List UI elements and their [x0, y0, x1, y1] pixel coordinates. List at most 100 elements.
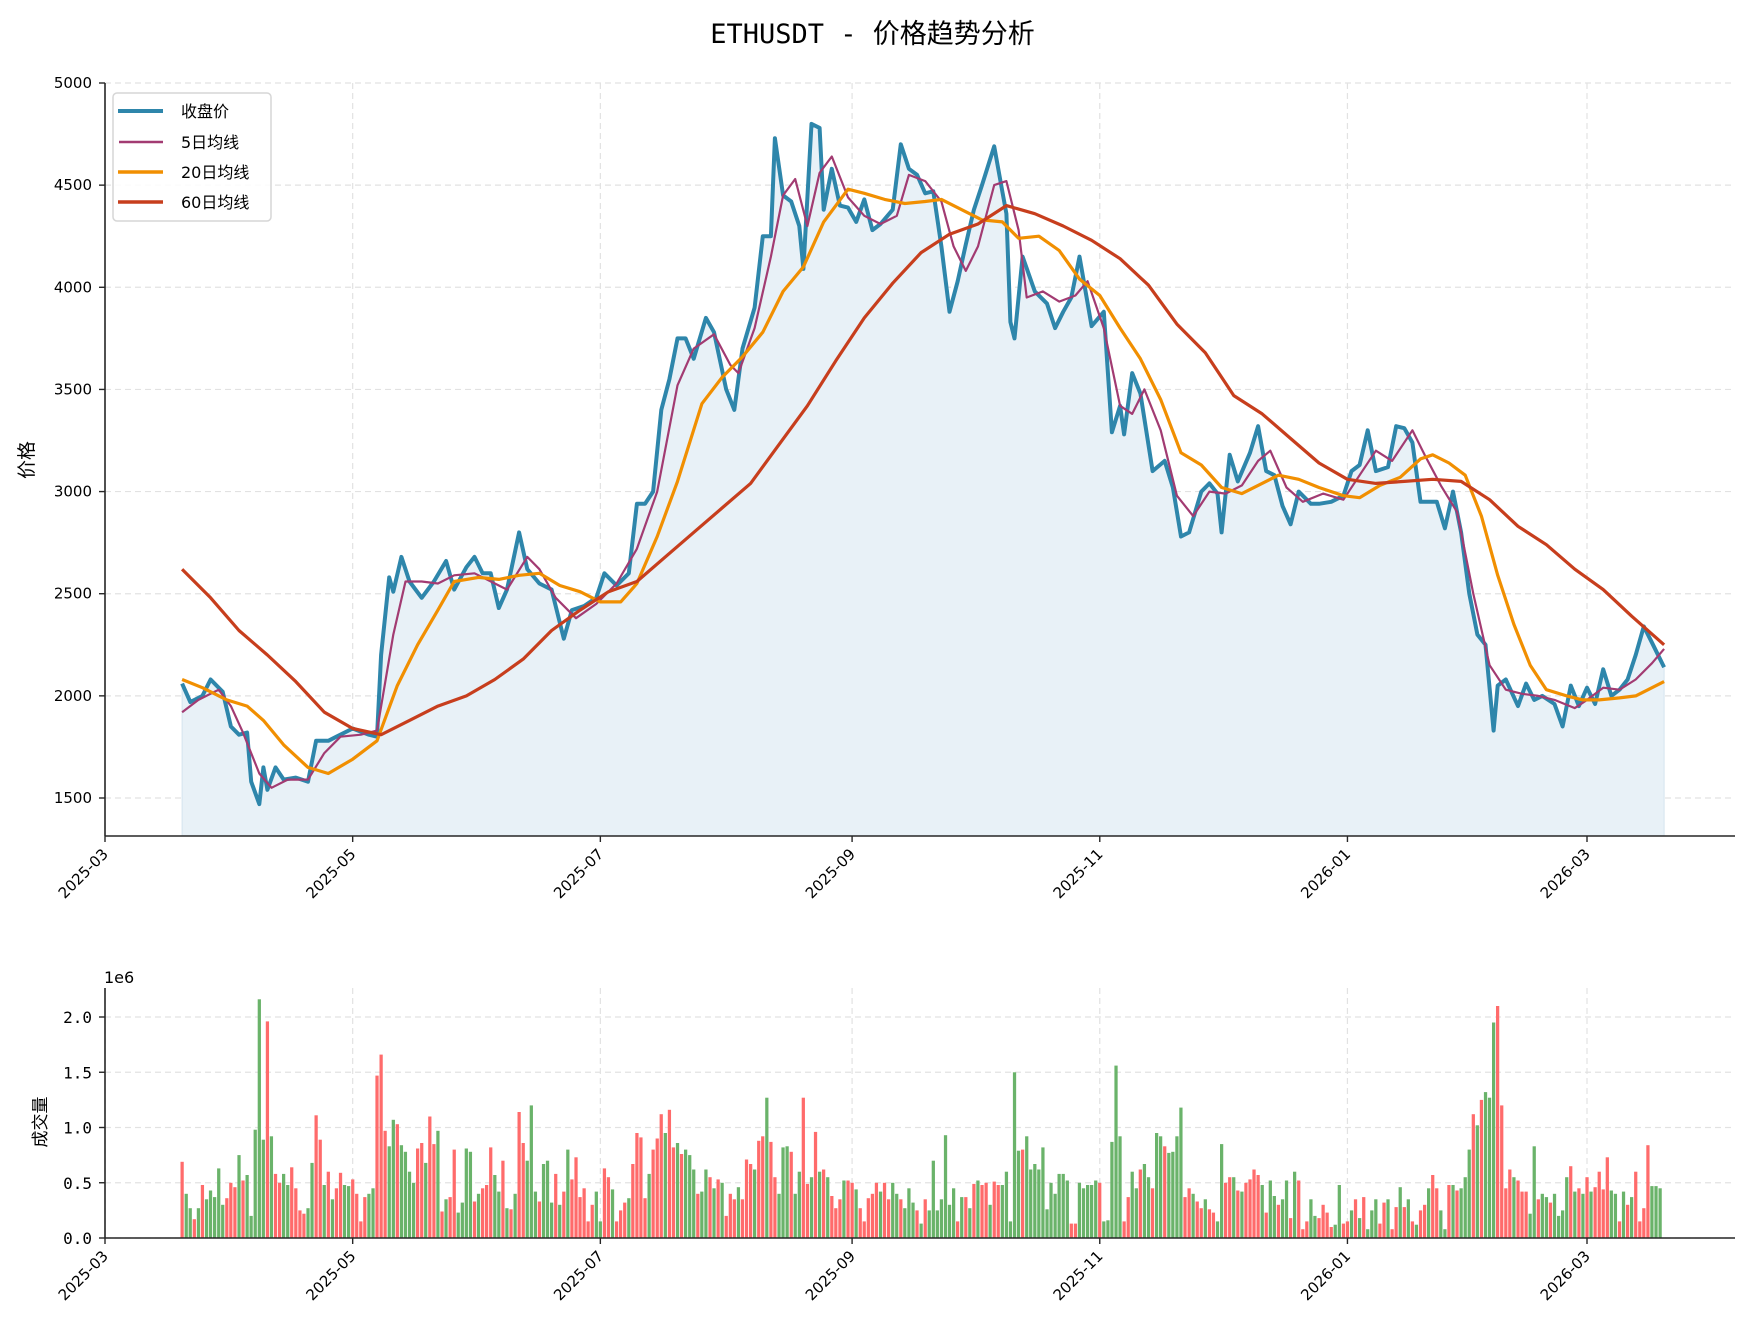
price-panel: 1500 2000 2500 3000 3500 4000 4500 5000 2025-03 2…: [16, 74, 1735, 902]
volume-bar: [1329, 1227, 1333, 1239]
volume-bar: [1073, 1223, 1078, 1238]
ma20-line: [181, 187, 1665, 776]
volume-bar: [684, 1149, 688, 1238]
volume-bar: [1305, 1221, 1309, 1238]
y-tick-label: 0.0: [63, 1229, 92, 1248]
volume-bar: [582, 1188, 586, 1238]
volume-bar: [428, 1116, 432, 1239]
volume-bar: [1609, 1190, 1613, 1238]
chart-title: ETHUSDT - 价格趋势分析: [710, 19, 1035, 50]
x-tick-label: 2025-11: [1050, 845, 1107, 902]
volume-bar: [1171, 1151, 1175, 1238]
volume-bar: [213, 1197, 217, 1238]
volume-bar: [204, 1199, 209, 1238]
volume-bar: [1427, 1188, 1431, 1238]
volume-bar: [1390, 1229, 1394, 1238]
volume-bar: [326, 1171, 330, 1238]
volume-bar: [529, 1105, 533, 1238]
volume-bar: [278, 1182, 282, 1239]
volume-bar: [338, 1172, 343, 1238]
volume-bar: [1195, 1201, 1199, 1238]
ma5-line: [181, 155, 1665, 789]
legend: 收盘价 5日均线 20日均线 60日均线: [112, 92, 272, 222]
volume-bar: [615, 1221, 619, 1238]
volume-bar: [1467, 1149, 1471, 1238]
volume-bar: [1256, 1175, 1260, 1238]
volume-bar: [667, 1109, 672, 1238]
volume-bar: [1492, 1022, 1496, 1238]
volume-bar: [1065, 1180, 1069, 1238]
volume-bar: [1512, 1177, 1516, 1238]
volume-bar: [464, 1148, 468, 1238]
volume-bar: [923, 1199, 927, 1238]
volume-bar: [1122, 1221, 1126, 1238]
volume-bar: [1309, 1199, 1313, 1238]
volume-bar: [188, 1208, 192, 1238]
x-tick-label: 2025-05: [302, 1247, 359, 1304]
volume-bar: [1150, 1188, 1155, 1238]
volume-bar: [1589, 1191, 1593, 1238]
volume-bar: [493, 1175, 497, 1238]
volume-bar: [1524, 1191, 1528, 1238]
volume-bar: [367, 1193, 371, 1238]
volume-bar: [521, 1143, 525, 1238]
volume-bar: [1504, 1188, 1508, 1238]
volume-bar: [1544, 1197, 1549, 1238]
volume-bar: [1605, 1157, 1609, 1238]
volume-bar: [1552, 1193, 1557, 1238]
volume-bar: [728, 1193, 732, 1238]
x-tick-label: 2025-03: [55, 1247, 112, 1304]
volume-bar: [1459, 1188, 1463, 1238]
volume-bar: [643, 1198, 647, 1238]
volume-bar: [1333, 1224, 1337, 1238]
legend-ma5-label: 5日均线: [181, 133, 239, 152]
volume-bar: [261, 1139, 265, 1238]
volume-bar: [753, 1169, 757, 1238]
volume-bar: [1349, 1210, 1354, 1238]
volume-bar: [1037, 1169, 1041, 1238]
volume-bar: [1012, 1072, 1017, 1239]
volume-bar: [1532, 1146, 1536, 1238]
volume-bar: [704, 1169, 708, 1238]
volume-bar: [878, 1191, 883, 1238]
volume-bar: [696, 1193, 700, 1238]
volume-bar: [1386, 1199, 1390, 1238]
volume-bar: [558, 1204, 562, 1238]
volume-bar: [1293, 1171, 1297, 1238]
volume-bar: [1175, 1136, 1179, 1238]
volume-bar: [1000, 1185, 1004, 1238]
volume-bar: [578, 1197, 582, 1238]
x-tick-label: 2025-09: [802, 845, 859, 902]
y-tick-label: 5000: [54, 74, 92, 92]
ma60-line: [180, 204, 1666, 737]
volume-bar: [505, 1208, 509, 1238]
x-tick-label: 2025-07: [550, 1247, 607, 1304]
volume-bar: [1102, 1221, 1106, 1238]
volume-bar: [1187, 1188, 1191, 1238]
volume-bar: [1191, 1193, 1195, 1238]
volume-bar: [874, 1182, 879, 1239]
volume-bar: [1374, 1199, 1378, 1238]
volume-bar: [789, 1151, 793, 1238]
volume-bar: [1159, 1136, 1163, 1238]
x-tick-label: 2026-01: [1297, 1247, 1354, 1304]
volume-bar: [1021, 1149, 1025, 1238]
volume-bar: [590, 1204, 594, 1238]
volume-bar: [1248, 1179, 1252, 1238]
volume-bar: [911, 1202, 915, 1238]
volume-bar: [785, 1146, 789, 1238]
volume-bar: [1435, 1188, 1439, 1238]
volume-bar: [1443, 1229, 1447, 1238]
volume-bar: [1370, 1210, 1374, 1238]
volume-bar: [777, 1193, 781, 1238]
volume-bar: [1573, 1191, 1577, 1238]
volume-bar: [1650, 1186, 1654, 1238]
volume-bar: [1431, 1175, 1435, 1238]
volume-bar: [355, 1193, 359, 1238]
volume-bar: [655, 1138, 659, 1238]
volume-bar: [1658, 1188, 1662, 1238]
volume-bar: [935, 1210, 939, 1238]
volume-bar: [334, 1188, 339, 1238]
volume-bar: [1483, 1092, 1488, 1238]
volume-bar: [1155, 1133, 1159, 1238]
